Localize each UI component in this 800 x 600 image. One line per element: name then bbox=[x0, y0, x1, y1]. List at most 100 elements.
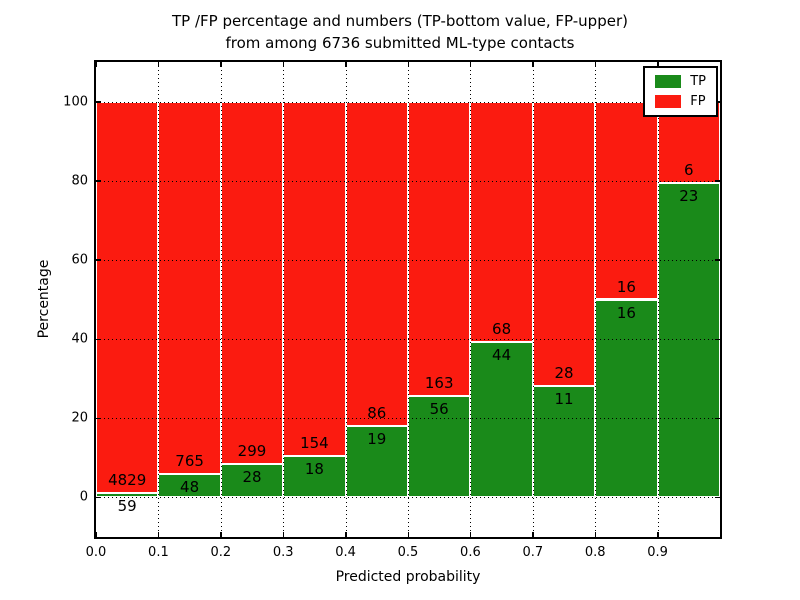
x-axis-tick-label: 0.8 bbox=[584, 545, 606, 560]
y-tick-mark-right bbox=[715, 417, 720, 420]
x-axis-tick-label: 0.9 bbox=[647, 545, 668, 560]
gridline-vertical bbox=[408, 62, 409, 537]
y-tick-mark-right bbox=[715, 180, 720, 182]
x-tick-mark bbox=[469, 532, 472, 537]
bar-label-tp-count: 23 bbox=[679, 187, 699, 206]
y-tick-mark bbox=[96, 180, 101, 182]
y-axis-tick-label: 40 bbox=[71, 331, 88, 347]
bar-label-fp-count: 765 bbox=[175, 452, 204, 471]
x-tick-mark-top bbox=[657, 62, 659, 67]
legend-label-fp: FP bbox=[690, 94, 706, 109]
y-tick-mark bbox=[96, 259, 101, 261]
y-axis-label: Percentage bbox=[36, 259, 52, 339]
bar-label-tp-count: 48 bbox=[180, 478, 200, 497]
bar-segment-fp bbox=[345, 101, 408, 426]
bar-label-fp-count: 16 bbox=[616, 277, 636, 296]
bar-label-tp-count: 11 bbox=[554, 389, 574, 408]
x-tick-mark-top bbox=[407, 62, 409, 67]
bar-label-tp-count: 44 bbox=[492, 345, 512, 364]
x-tick-mark-top bbox=[345, 62, 347, 67]
x-tick-mark bbox=[532, 532, 534, 537]
bar-label-tp-count: 19 bbox=[367, 429, 387, 448]
x-tick-mark-top bbox=[532, 62, 534, 67]
x-axis-tick-label: 0.5 bbox=[397, 545, 419, 560]
bar-label-fp-count: 68 bbox=[492, 319, 512, 338]
x-axis-label: Predicted probability bbox=[335, 569, 481, 585]
x-tick-mark bbox=[282, 532, 285, 537]
x-tick-mark-top bbox=[95, 62, 97, 67]
legend-swatch-fp bbox=[655, 95, 682, 108]
gridline-horizontal bbox=[96, 497, 720, 499]
y-tick-mark bbox=[96, 101, 101, 103]
y-axis-tick-label: 20 bbox=[71, 410, 88, 426]
y-tick-mark bbox=[96, 338, 101, 341]
x-tick-mark bbox=[657, 532, 659, 537]
x-axis-tick-label: 0.2 bbox=[210, 545, 232, 560]
bar-segment-fp bbox=[158, 101, 221, 475]
bar-label-tp-count: 28 bbox=[242, 467, 262, 486]
gridline-horizontal bbox=[96, 418, 720, 420]
plot-area: TP FP 4829 59 765 48 299 28 154 18 86 19 163 56 68 44 2… bbox=[94, 60, 722, 539]
x-tick-mark bbox=[157, 532, 160, 537]
y-tick-mark-right bbox=[715, 496, 720, 499]
x-axis-tick-label: 0.7 bbox=[522, 545, 544, 560]
bar-segment-tp bbox=[657, 183, 720, 498]
gridline-horizontal bbox=[96, 180, 720, 182]
bar-segment-fp bbox=[220, 101, 284, 464]
bar-segment-tp bbox=[220, 463, 284, 498]
legend-entry-tp: TP bbox=[655, 75, 706, 88]
x-tick-mark-top bbox=[282, 62, 285, 67]
x-axis-tick-label: 0.6 bbox=[460, 545, 481, 560]
x-tick-mark bbox=[95, 532, 97, 537]
gridline-horizontal bbox=[96, 259, 720, 261]
x-tick-mark-top bbox=[157, 62, 160, 67]
legend: TP FP bbox=[643, 66, 718, 117]
x-axis-tick-label: 0.3 bbox=[272, 545, 294, 560]
bar-label-tp-count: 18 bbox=[304, 459, 324, 478]
bar-label-fp-count: 163 bbox=[424, 374, 454, 393]
gridline-vertical bbox=[532, 62, 534, 537]
y-tick-mark-right bbox=[715, 259, 720, 261]
chart-title: TP /FP percentage and numbers (TP-bottom… bbox=[0, 10, 800, 54]
x-tick-mark-top bbox=[220, 62, 222, 67]
x-tick-mark bbox=[594, 532, 597, 537]
bar-segment-fp bbox=[283, 101, 346, 456]
bar-segment-fp bbox=[96, 101, 159, 493]
gridline-vertical bbox=[657, 62, 659, 537]
y-tick-mark bbox=[96, 496, 101, 499]
legend-swatch-tp bbox=[655, 75, 682, 88]
legend-entry-fp: FP bbox=[655, 95, 706, 108]
y-tick-mark bbox=[96, 417, 101, 420]
y-axis-tick-label: 0 bbox=[79, 489, 88, 505]
bar-label-fp-count: 6 bbox=[684, 161, 694, 180]
gridline-vertical bbox=[345, 62, 347, 537]
gridline-horizontal bbox=[96, 101, 720, 103]
y-axis-tick-label: 60 bbox=[71, 252, 88, 268]
bar-label-fp-count: 28 bbox=[554, 363, 574, 382]
bar-segment-tp bbox=[595, 299, 658, 498]
x-tick-mark bbox=[345, 532, 347, 537]
bar-label-tp-count: 59 bbox=[117, 496, 137, 515]
y-axis-tick-label: 100 bbox=[63, 94, 88, 110]
chart-title-line1: TP /FP percentage and numbers (TP-bottom… bbox=[172, 12, 628, 30]
bar-segment-fp bbox=[470, 101, 533, 342]
gridline-horizontal bbox=[96, 339, 720, 341]
bar-segment-tp bbox=[96, 492, 159, 498]
x-tick-mark bbox=[220, 532, 222, 537]
gridline-vertical bbox=[158, 62, 160, 537]
bar-segment-fp bbox=[408, 101, 471, 397]
bar-label-fp-count: 299 bbox=[237, 441, 267, 460]
bar-segment-fp bbox=[532, 101, 596, 386]
legend-label-tp: TP bbox=[690, 74, 706, 89]
bar-label-fp-count: 4829 bbox=[108, 470, 147, 489]
chart-title-line2: from among 6736 submitted ML-type contac… bbox=[225, 34, 575, 52]
bar-label-fp-count: 86 bbox=[367, 403, 387, 422]
x-axis-tick-label: 0.0 bbox=[85, 545, 107, 560]
x-axis-tick-label: 0.1 bbox=[148, 545, 169, 560]
gridline-vertical bbox=[220, 62, 222, 537]
x-axis-tick-label: 0.4 bbox=[335, 545, 356, 560]
bar-segment-tp bbox=[470, 341, 533, 498]
x-tick-mark bbox=[407, 532, 409, 537]
gridline-vertical bbox=[283, 62, 285, 537]
